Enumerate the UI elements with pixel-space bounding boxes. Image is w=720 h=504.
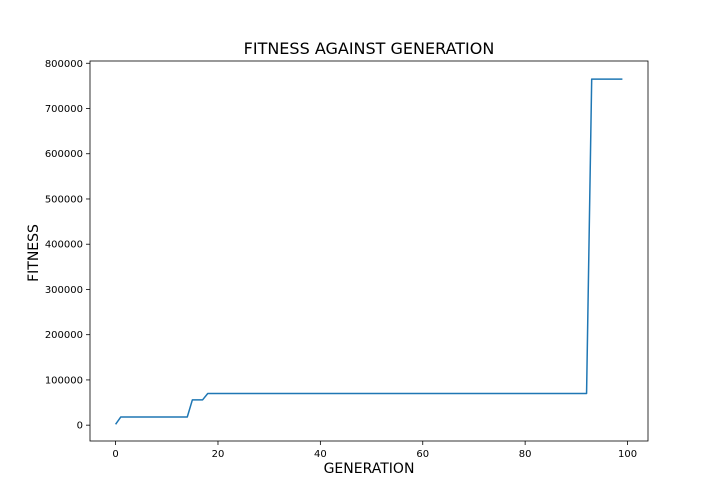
y-tick-label: 700000 xyxy=(45,104,83,115)
y-tick-label: 800000 xyxy=(45,59,83,70)
y-tick-label: 100000 xyxy=(45,375,83,386)
x-tick-label: 80 xyxy=(519,449,532,460)
y-tick-label: 0 xyxy=(77,421,83,432)
y-axis-label: FITNESS xyxy=(26,224,42,282)
y-tick-label: 600000 xyxy=(45,149,83,160)
x-tick-label: 0 xyxy=(112,449,118,460)
y-tick-label: 400000 xyxy=(45,240,83,251)
x-tick-label: 40 xyxy=(314,449,327,460)
x-axis: 0 20 40 60 80 100 xyxy=(112,441,637,460)
y-axis: 0 100000 200000 300000 400000 500000 600000 700… xyxy=(45,59,90,432)
series-line-fitness xyxy=(114,78,623,425)
x-tick-label: 100 xyxy=(618,449,637,460)
series-layer xyxy=(114,78,623,425)
x-tick-label: 20 xyxy=(212,449,225,460)
chart-title: FITNESS AGAINST GENERATION xyxy=(244,39,495,58)
y-tick-label: 500000 xyxy=(45,194,83,205)
x-axis-label: GENERATION xyxy=(324,461,415,477)
y-tick-label: 200000 xyxy=(45,330,83,341)
x-tick-label: 60 xyxy=(416,449,429,460)
plot-frame xyxy=(89,60,649,442)
y-tick-label: 300000 xyxy=(45,285,83,296)
